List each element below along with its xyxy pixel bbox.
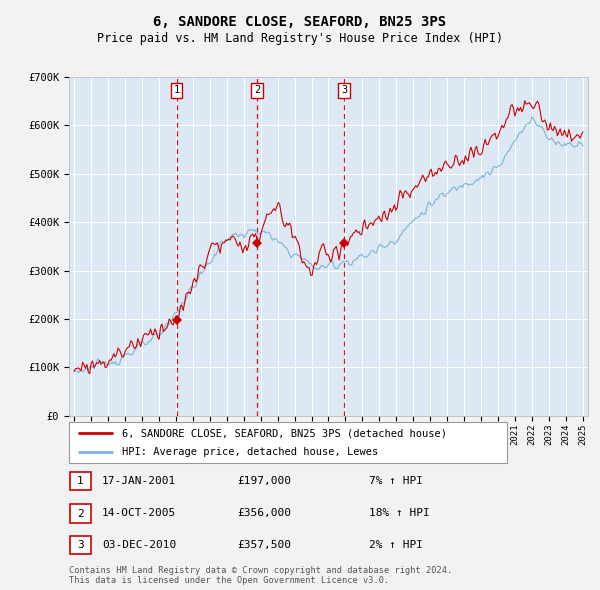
Text: 3: 3 <box>341 86 347 95</box>
Text: 7% ↑ HPI: 7% ↑ HPI <box>369 476 423 486</box>
Text: 17-JAN-2001: 17-JAN-2001 <box>102 476 176 486</box>
Text: 1: 1 <box>77 476 84 486</box>
Text: £357,500: £357,500 <box>237 540 291 549</box>
FancyBboxPatch shape <box>70 472 91 490</box>
Text: 03-DEC-2010: 03-DEC-2010 <box>102 540 176 549</box>
Text: Contains HM Land Registry data © Crown copyright and database right 2024.
This d: Contains HM Land Registry data © Crown c… <box>69 566 452 585</box>
Text: £197,000: £197,000 <box>237 476 291 486</box>
Text: 2: 2 <box>254 86 260 95</box>
Text: 18% ↑ HPI: 18% ↑ HPI <box>369 509 430 518</box>
Text: 2% ↑ HPI: 2% ↑ HPI <box>369 540 423 549</box>
Text: 14-OCT-2005: 14-OCT-2005 <box>102 509 176 518</box>
Text: 1: 1 <box>173 86 179 95</box>
Text: £356,000: £356,000 <box>237 509 291 518</box>
Text: Price paid vs. HM Land Registry's House Price Index (HPI): Price paid vs. HM Land Registry's House … <box>97 32 503 45</box>
FancyBboxPatch shape <box>70 536 91 554</box>
FancyBboxPatch shape <box>70 504 91 523</box>
Text: 6, SANDORE CLOSE, SEAFORD, BN25 3PS (detached house): 6, SANDORE CLOSE, SEAFORD, BN25 3PS (det… <box>122 428 446 438</box>
Text: 2: 2 <box>77 509 84 519</box>
FancyBboxPatch shape <box>69 422 507 463</box>
Text: 3: 3 <box>77 540 84 550</box>
Text: 6, SANDORE CLOSE, SEAFORD, BN25 3PS: 6, SANDORE CLOSE, SEAFORD, BN25 3PS <box>154 15 446 29</box>
Text: HPI: Average price, detached house, Lewes: HPI: Average price, detached house, Lewe… <box>122 447 378 457</box>
